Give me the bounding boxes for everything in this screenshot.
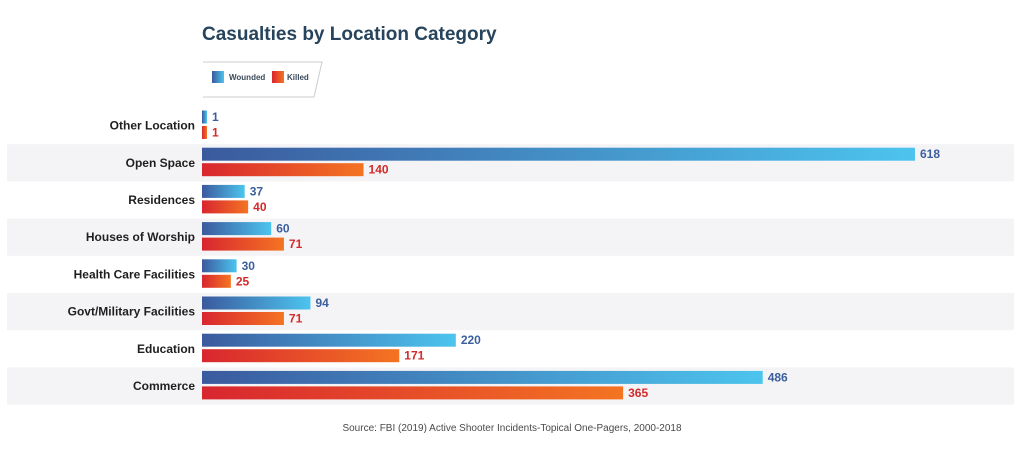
bar-wounded-other-location (202, 110, 207, 124)
value-label-killed-govt-military-facilities: 71 (289, 312, 303, 326)
bar-killed-open-space (202, 163, 364, 177)
category-label-commerce: Commerce (133, 379, 195, 393)
category-label-other-location: Other Location (110, 119, 195, 133)
bar-wounded-commerce (202, 370, 763, 384)
bar-wounded-education (202, 333, 456, 347)
bar-wounded-govt-military-facilities (202, 296, 311, 310)
bar-wounded-houses-of-worship (202, 222, 272, 236)
bar-wounded-health-care-facilities (202, 259, 237, 273)
bar-killed-govt-military-facilities (202, 312, 284, 325)
legend-swatch-killed (272, 71, 284, 83)
bar-killed-health-care-facilities (202, 274, 231, 288)
source-note: Source: FBI (2019) Active Shooter Incide… (342, 423, 682, 434)
bar-killed-other-location (202, 126, 207, 139)
value-label-wounded-health-care-facilities: 30 (242, 259, 256, 273)
value-label-killed-health-care-facilities: 25 (236, 274, 250, 288)
value-label-wounded-commerce: 486 (768, 370, 788, 384)
bar-killed-residences (202, 200, 249, 214)
bar-killed-commerce (202, 386, 624, 400)
bar-killed-houses-of-worship (202, 237, 284, 251)
value-label-killed-other-location: 1 (212, 126, 219, 140)
value-label-wounded-education: 220 (461, 333, 481, 347)
value-label-killed-open-space: 140 (369, 163, 389, 177)
category-label-health-care-facilities: Health Care Facilities (74, 267, 196, 281)
value-label-wounded-houses-of-worship: 60 (276, 222, 290, 236)
value-label-wounded-other-location: 1 (212, 110, 219, 124)
value-label-killed-houses-of-worship: 71 (289, 237, 303, 251)
value-label-killed-commerce: 365 (628, 386, 648, 400)
value-label-killed-education: 171 (404, 349, 424, 363)
category-label-houses-of-worship: Houses of Worship (86, 230, 195, 244)
legend: Wounded Killed (203, 61, 323, 98)
chart-rows: Other Location 1 1 Open Space 618 140 Residenc… (7, 110, 1014, 405)
value-label-wounded-open-space: 618 (920, 147, 940, 161)
bar-wounded-open-space (202, 147, 915, 161)
legend-label-wounded: Wounded (229, 73, 265, 82)
value-label-wounded-govt-military-facilities: 94 (315, 296, 329, 310)
category-label-education: Education (137, 342, 195, 356)
row-band-govt-military-facilities (7, 293, 1014, 331)
category-label-govt-military-facilities: Govt/Military Facilities (68, 305, 196, 319)
row-band-houses-of-worship (7, 218, 1014, 256)
bar-killed-education (202, 349, 400, 363)
legend-swatch-wounded (212, 71, 224, 83)
chart-title: Casualties by Location Category (202, 24, 497, 45)
value-label-killed-residences: 40 (253, 200, 267, 214)
category-label-open-space: Open Space (126, 156, 196, 170)
value-label-wounded-residences: 37 (250, 184, 264, 198)
bar-wounded-residences (202, 184, 245, 198)
legend-label-killed: Killed (287, 73, 309, 82)
category-label-residences: Residences (128, 193, 195, 207)
